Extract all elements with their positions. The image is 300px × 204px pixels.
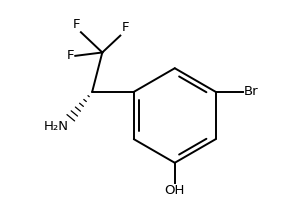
Text: OH: OH <box>165 184 185 197</box>
Text: F: F <box>122 21 129 34</box>
Text: H₂N: H₂N <box>44 120 68 133</box>
Text: F: F <box>67 49 74 62</box>
Text: F: F <box>72 18 80 31</box>
Text: Br: Br <box>244 85 259 98</box>
